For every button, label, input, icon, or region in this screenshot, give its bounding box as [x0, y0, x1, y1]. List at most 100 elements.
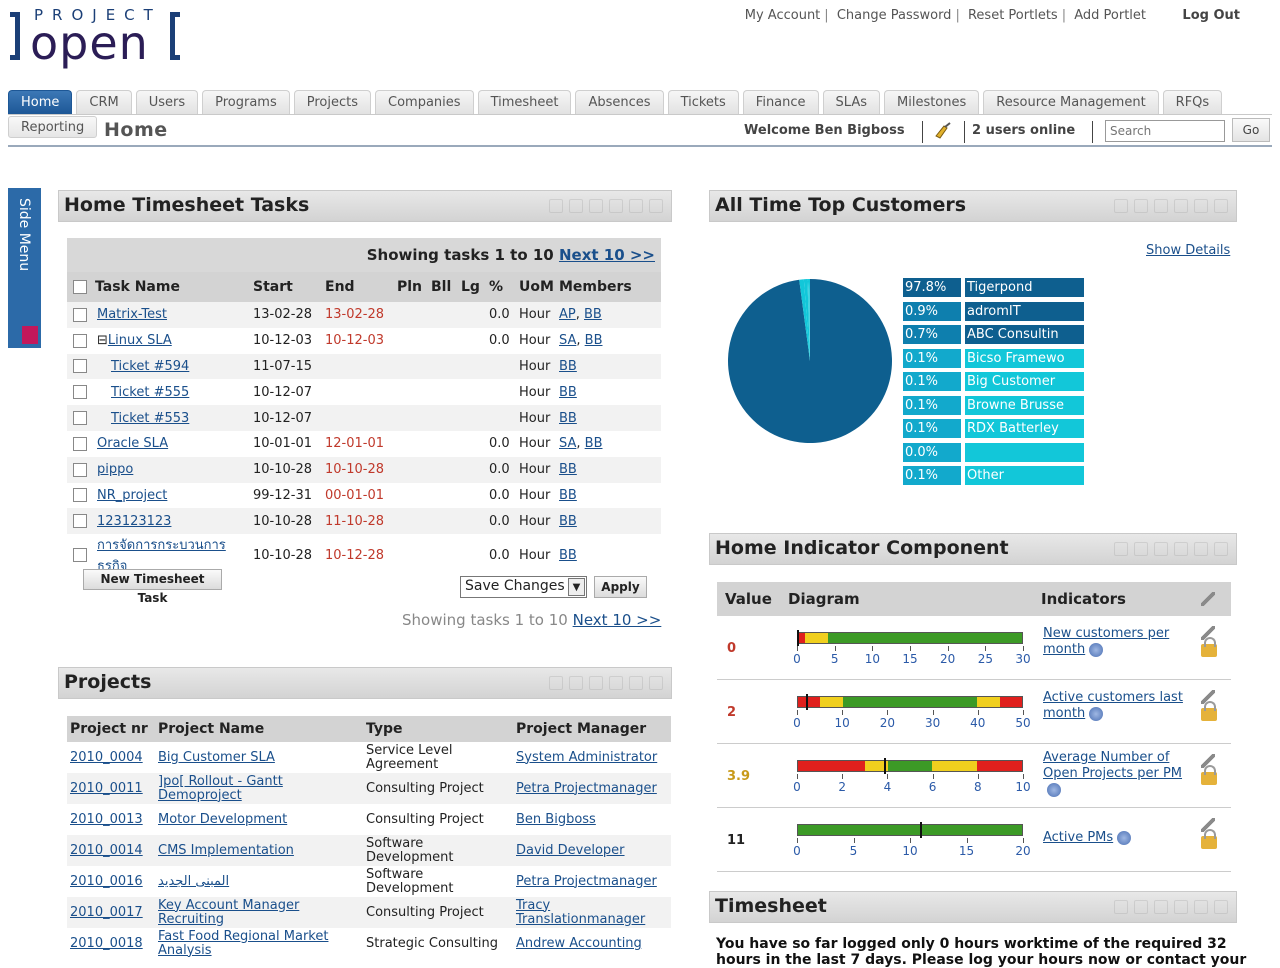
row-checkbox[interactable] — [73, 462, 87, 477]
col-type[interactable]: Type — [363, 716, 513, 742]
lock-icon[interactable] — [1201, 829, 1217, 849]
project-manager-link[interactable]: Petra Projectmanager — [516, 780, 657, 796]
project-nr-link[interactable]: 2010_0014 — [70, 842, 143, 858]
member-link[interactable]: SA — [559, 333, 577, 349]
move-right-icon[interactable] — [569, 199, 583, 213]
tab-users[interactable]: Users — [135, 90, 199, 114]
col-uom[interactable]: UoM — [517, 272, 557, 302]
tab-companies[interactable]: Companies — [375, 90, 474, 114]
row-checkbox[interactable] — [73, 333, 87, 348]
member-link[interactable]: BB — [584, 307, 602, 323]
project-open-logo[interactable]: PROJECT open — [8, 4, 188, 74]
users-online-link[interactable]: 2 users online — [972, 123, 1076, 138]
col-bll[interactable]: Bll — [429, 272, 459, 302]
task-name-link[interactable]: Matrix-Test — [97, 307, 168, 323]
move-left-icon[interactable] — [1114, 199, 1128, 213]
save-changes-select[interactable]: Save Changes ▼ — [460, 576, 587, 598]
row-checkbox[interactable] — [73, 385, 87, 400]
tab-timesheet[interactable]: Timesheet — [477, 90, 572, 114]
member-link[interactable]: BB — [559, 487, 577, 503]
task-name-link[interactable]: Oracle SLA — [97, 436, 169, 452]
logout-link[interactable]: Log Out — [1182, 8, 1240, 23]
tab-home[interactable]: Home — [8, 90, 73, 114]
show-details-link[interactable]: Show Details — [1146, 243, 1231, 258]
tab-finance[interactable]: Finance — [742, 90, 819, 114]
next-page-link-bottom[interactable]: Next 10 >> — [572, 611, 662, 629]
indicator-link[interactable]: Active customers last month — [1043, 690, 1183, 721]
move-left-icon[interactable] — [549, 676, 563, 690]
project-name-link[interactable]: ]po[ Rollout - Gantt Demoproject — [158, 773, 283, 803]
move-right-icon[interactable] — [1134, 542, 1148, 556]
col-members[interactable]: Members — [557, 272, 661, 302]
tab-tickets[interactable]: Tickets — [667, 90, 739, 114]
indicator-link[interactable]: New customers per month — [1043, 626, 1170, 657]
move-up-icon[interactable] — [1154, 542, 1168, 556]
move-up-icon[interactable] — [589, 676, 603, 690]
member-link[interactable]: BB — [559, 547, 577, 563]
lock-icon[interactable] — [1201, 701, 1217, 721]
col-end[interactable]: End — [323, 272, 395, 302]
broom-icon[interactable] — [932, 122, 952, 140]
indicator-link[interactable]: Average Number of Open Projects per PM — [1043, 750, 1183, 781]
project-manager-link[interactable]: Andrew Accounting — [516, 935, 642, 951]
member-link[interactable]: BB — [559, 358, 577, 374]
close-icon[interactable] — [1214, 542, 1228, 556]
config-icon[interactable] — [1194, 199, 1208, 213]
move-up-icon[interactable] — [1154, 199, 1168, 213]
tab-projects[interactable]: Projects — [293, 90, 372, 114]
config-icon[interactable] — [1194, 900, 1208, 914]
member-link[interactable]: AP — [559, 307, 576, 323]
project-manager-link[interactable]: Ben Bigboss — [516, 811, 596, 827]
project-name-link[interactable]: Big Customer SLA — [158, 749, 275, 765]
project-nr-link[interactable]: 2010_0013 — [70, 811, 143, 827]
tab-slas[interactable]: SLAs — [822, 90, 880, 114]
project-manager-link[interactable]: David Developer — [516, 842, 625, 858]
subtab-reporting[interactable]: Reporting — [8, 116, 98, 138]
tab-crm[interactable]: CRM — [76, 90, 132, 114]
config-icon[interactable] — [1194, 542, 1208, 556]
wrench-icon[interactable] — [1201, 690, 1215, 704]
col-start[interactable]: Start — [251, 272, 323, 302]
reset-portlets-link[interactable]: Reset Portlets — [967, 8, 1058, 23]
move-left-icon[interactable] — [1114, 542, 1128, 556]
move-down-icon[interactable] — [1174, 199, 1188, 213]
row-checkbox[interactable] — [73, 411, 87, 426]
change-password-link[interactable]: Change Password — [836, 8, 952, 23]
move-down-icon[interactable] — [1174, 542, 1188, 556]
wrench-icon[interactable] — [1201, 754, 1215, 768]
project-nr-link[interactable]: 2010_0011 — [70, 780, 143, 796]
project-nr-link[interactable]: 2010_0016 — [70, 873, 143, 889]
indicator-link[interactable]: Active PMs — [1043, 830, 1114, 845]
col-percent[interactable]: % — [487, 272, 517, 302]
row-checkbox[interactable] — [73, 436, 87, 451]
wrench-icon[interactable] — [1201, 626, 1215, 640]
member-link[interactable]: BB — [584, 333, 603, 349]
task-name-link[interactable]: pippo — [97, 462, 134, 478]
tab-milestones[interactable]: Milestones — [884, 90, 980, 114]
close-icon[interactable] — [1214, 900, 1228, 914]
task-name-link[interactable]: Ticket #553 — [111, 410, 190, 426]
help-icon[interactable] — [1117, 830, 1132, 845]
project-name-link[interactable]: Key Account Manager Recruiting — [158, 897, 300, 927]
move-left-icon[interactable] — [549, 199, 563, 213]
close-icon[interactable] — [649, 676, 663, 690]
next-page-link[interactable]: Next 10 >> — [558, 246, 655, 264]
member-link[interactable]: SA — [559, 436, 577, 452]
move-left-icon[interactable] — [1114, 900, 1128, 914]
wrench-icon[interactable] — [1201, 818, 1215, 832]
project-nr-link[interactable]: 2010_0018 — [70, 935, 143, 951]
close-icon[interactable] — [1214, 199, 1228, 213]
config-icon[interactable] — [629, 199, 643, 213]
search-go-button[interactable]: Go — [1232, 118, 1270, 142]
task-name-link[interactable]: Ticket #555 — [111, 384, 190, 400]
member-link[interactable]: BB — [559, 384, 577, 400]
project-manager-link[interactable]: Tracy Translationmanager — [516, 897, 646, 927]
row-checkbox[interactable] — [73, 548, 87, 563]
move-right-icon[interactable] — [1134, 900, 1148, 914]
project-name-link[interactable]: المبنى الجديد — [158, 873, 230, 889]
task-name-link[interactable]: Linux SLA — [107, 333, 172, 349]
move-right-icon[interactable] — [569, 676, 583, 690]
member-link[interactable]: BB — [559, 462, 577, 478]
lock-icon[interactable] — [1201, 637, 1217, 657]
help-icon[interactable] — [1047, 782, 1061, 797]
